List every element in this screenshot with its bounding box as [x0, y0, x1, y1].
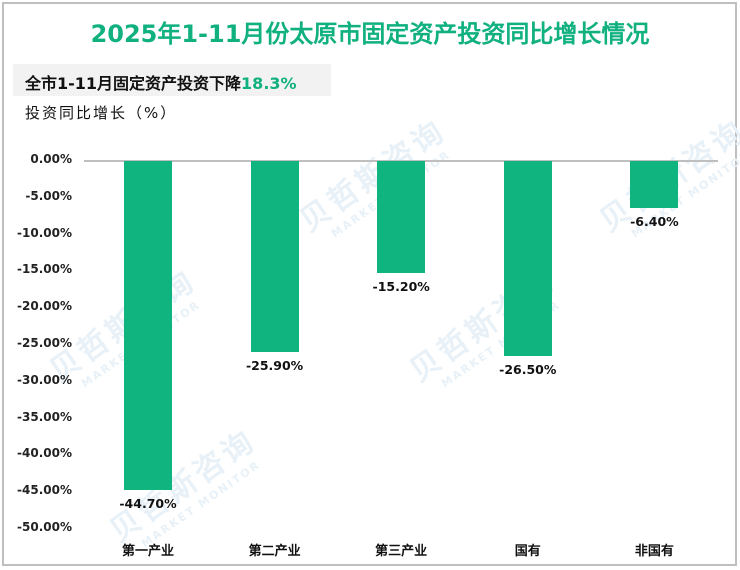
y-tick-label: -20.00% [17, 299, 72, 314]
subtitle-text: 全市1-11月固定资产投资下降 [25, 74, 242, 93]
y-tick-label: -40.00% [17, 446, 72, 461]
y-tick-label: -15.00% [17, 262, 72, 277]
subtitle-highlight-value: 18.3% [241, 74, 297, 93]
bar [250, 161, 299, 352]
y-tick-label: -30.00% [17, 372, 72, 387]
y-tick-label: -25.00% [17, 336, 72, 350]
y-tick-label: -5.00% [25, 188, 72, 203]
bar [124, 161, 172, 490]
bar-value-label: -15.20% [372, 278, 430, 294]
bar [377, 161, 426, 273]
bar-value-label: -26.50% [499, 362, 557, 378]
y-tick-label: -50.00% [17, 520, 72, 534]
chart-title: 2025年1-11月份太原市固定资产投资同比增长情况 [90, 20, 650, 48]
x-category-label: 国有 [514, 544, 541, 559]
x-category-label: 第一产业 [121, 544, 174, 559]
y-tick-label: -35.00% [17, 409, 72, 424]
bar [503, 161, 552, 357]
bar-value-label: -44.70% [119, 495, 177, 511]
y-axis-title: 投资同比增长（%） [25, 104, 178, 122]
y-tick-label: -10.00% [17, 225, 72, 240]
chart-subtitle: 全市1-11月固定资产投资下降18.3% [13, 64, 331, 96]
bar-value-label: -25.90% [245, 357, 304, 373]
y-tick-label: -45.00% [17, 483, 72, 498]
y-tick-label: 0.00% [30, 152, 72, 166]
x-category-label: 非国有 [634, 544, 674, 559]
x-category-label: 第三产业 [375, 544, 428, 559]
x-category-label: 第二产业 [248, 544, 301, 559]
bar-value-label: -6.40% [630, 214, 679, 230]
bar [630, 161, 679, 209]
